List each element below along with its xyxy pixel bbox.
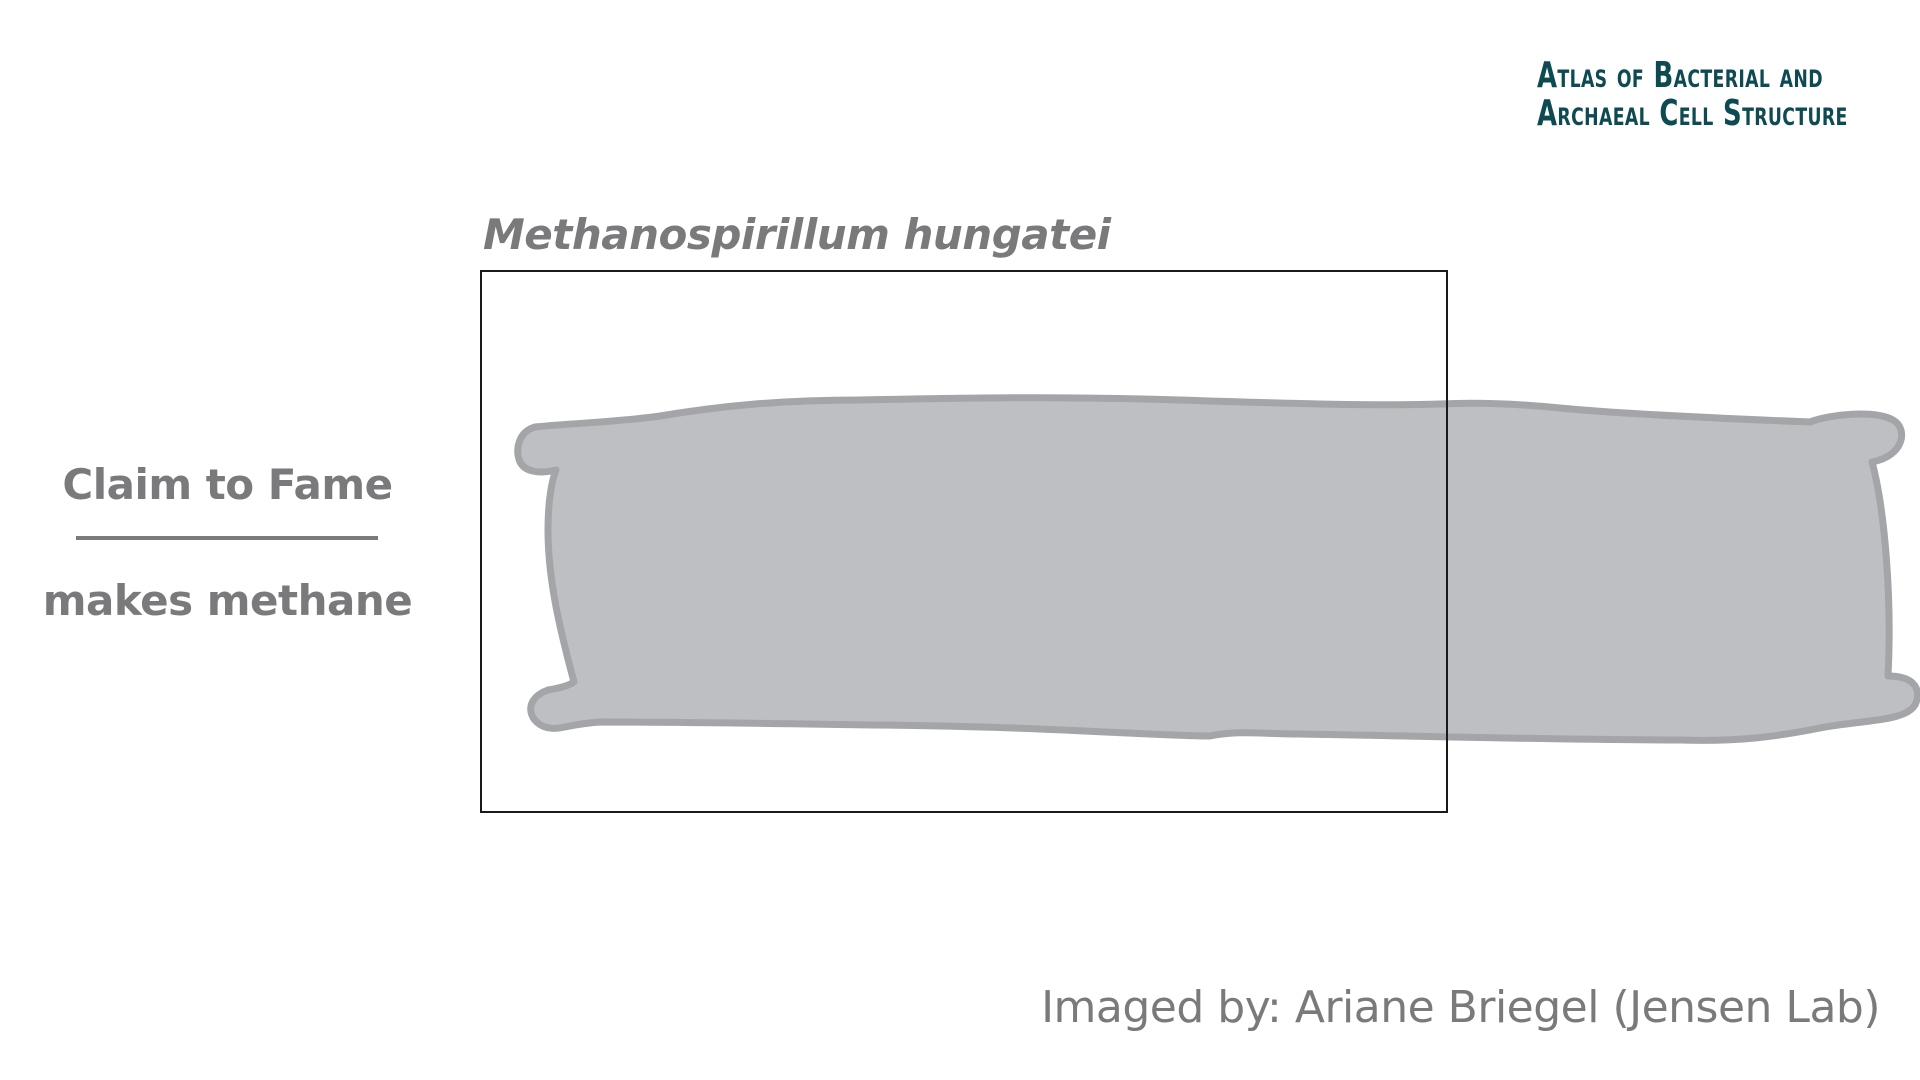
claim-divider [76,536,378,540]
logo-letter: A [1537,55,1558,96]
logo-text: AND [1779,65,1823,93]
logo-text: TRUCTURE [1742,103,1848,131]
logo-letter: A [1537,93,1558,134]
logo-text: OF [1616,65,1645,93]
claim-value: makes methane [42,576,413,625]
atlas-logo: ATLAS OF BACTERIAL AND ARCHAEAL CELL STR… [1537,58,1848,132]
logo-text: RCHAEAL [1557,103,1650,131]
logo-letter: B [1653,55,1674,96]
logo-text: ELL [1678,103,1714,131]
logo-text: TLAS [1557,65,1608,93]
species-name: Methanospirillum hungatei [483,210,1111,259]
logo-letter: C [1659,93,1679,134]
image-credit: Imaged by: Ariane Briegel (Jensen Lab) [1041,982,1880,1033]
claim-title: Claim to Fame [62,460,393,509]
tomogram-frame [480,270,1448,813]
logo-text: ACTERIAL [1673,65,1771,93]
archaeal-cell-shape [514,394,1920,744]
logo-letter: S [1723,93,1743,134]
